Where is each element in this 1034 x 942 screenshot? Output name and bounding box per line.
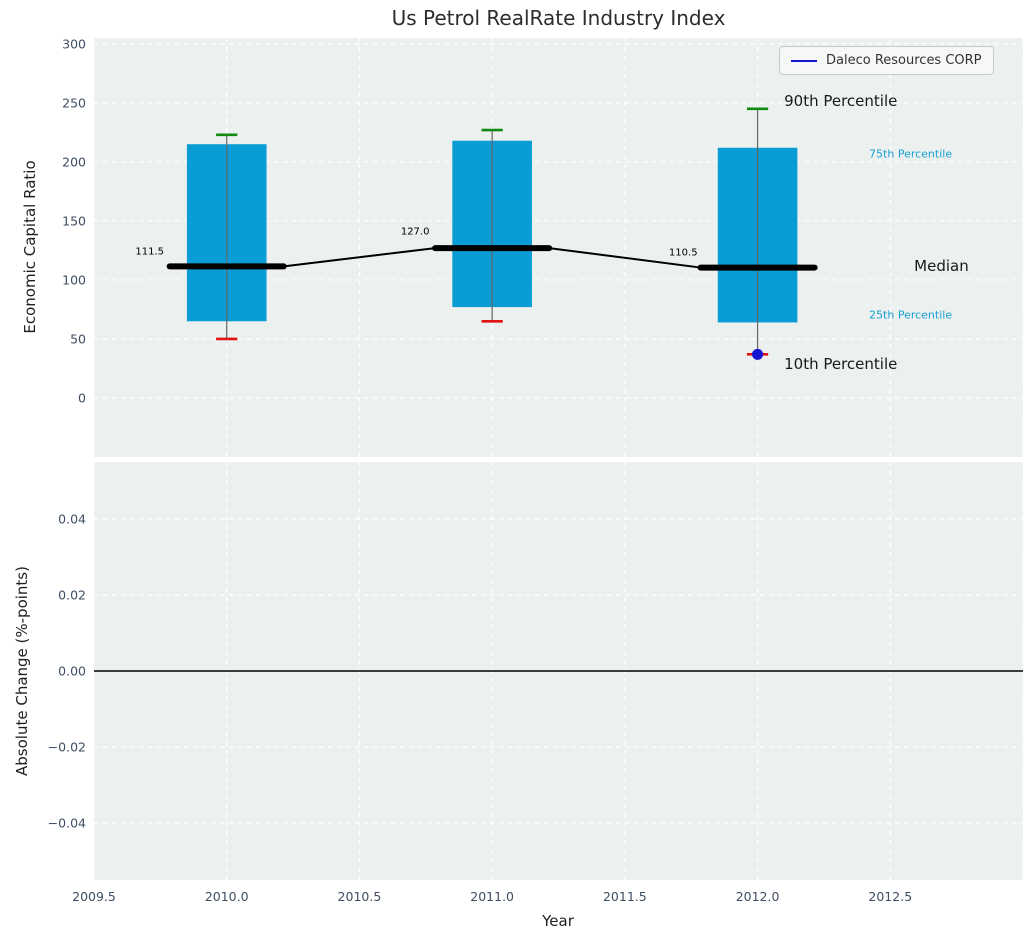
label-10th-percentile: 10th Percentile [784,354,898,373]
median-connector [283,247,436,268]
ytick-label: 100 [62,272,86,288]
label-25th-percentile: 25th Percentile [869,308,953,322]
xtick-label: 2009.5 [72,889,116,904]
median-value-2010: 111.5 [135,246,165,258]
xtick-label: 2012.5 [868,889,913,904]
ytick-label: 200 [62,154,86,170]
xtick-label: 2010.5 [337,889,382,904]
legend: Daleco Resources CORP [779,46,994,75]
legend-line-icon [791,59,817,62]
y-axis-label-top: Economic Capital Ratio [21,160,39,334]
ytick-label: 0.00 [58,663,86,679]
ytick-label: 250 [62,95,86,111]
bottom-axes [94,462,1023,880]
label-median: Median [914,256,969,275]
xtick-label: 2010.0 [204,889,249,904]
xtick-label: 2011.0 [470,889,515,904]
ytick-label: 0.04 [58,511,86,527]
legend-label: Daleco Resources CORP [826,53,982,68]
median-value-2011: 127.0 [400,226,430,238]
ytick-label: 0 [78,390,86,406]
chart-title: Us Petrol RealRate Industry Index [391,6,726,30]
xtick-label: 2012.0 [735,889,780,904]
ytick-label: 150 [62,213,86,229]
ytick-label: 0.02 [58,587,86,603]
y-axis-label-bottom: Absolute Change (%-points) [13,566,31,776]
company-point [752,348,764,360]
ytick-label: 50 [70,331,86,347]
plot-canvas [94,462,1023,880]
median-connector [549,247,701,269]
ytick-label: −0.04 [47,815,86,831]
median-value-2012: 110.5 [668,247,698,259]
label-90th-percentile: 90th Percentile [784,91,898,110]
label-75th-percentile: 75th Percentile [869,147,953,161]
xtick-label: 2011.5 [602,889,647,904]
x-axis-label: Year [542,912,574,930]
ytick-label: −0.02 [47,739,86,755]
top-axes: 111.5 127.0 110.5 90th Percentile 75th Perce… [94,38,1023,457]
ytick-label: 300 [62,36,86,52]
plot-canvas [94,38,1023,457]
